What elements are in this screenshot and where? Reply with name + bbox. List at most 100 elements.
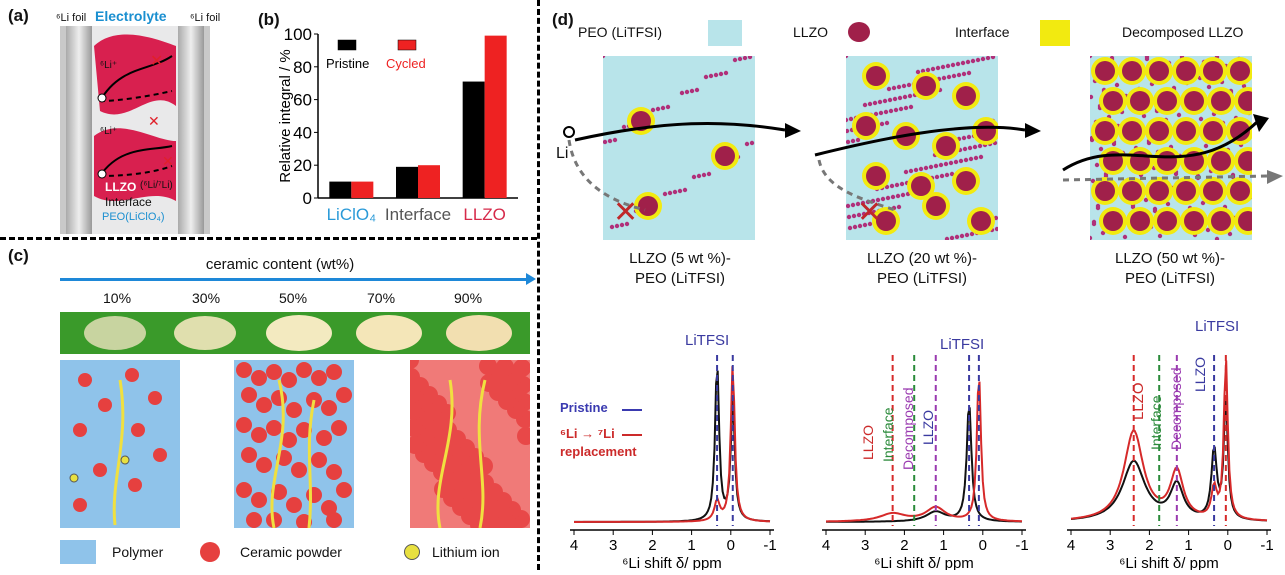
lithium-ion-legend-label: Lithium ion xyxy=(432,544,500,560)
panel-a-label: (a) xyxy=(8,6,29,25)
legend-interface: Interface xyxy=(955,24,1010,40)
peak-interface-label-2: Interface xyxy=(880,407,896,462)
composite-20wt xyxy=(843,53,1000,242)
nmr-spectrum-5wt: 4 3 2 1 0 -1 ⁶Li shift δ/ ppm xyxy=(548,330,788,575)
vertical-divider xyxy=(537,0,540,570)
membrane-photo-strip xyxy=(60,312,530,354)
peak-decomposed-label-3: Decomposed xyxy=(1168,367,1184,451)
legend-pristine-label: Pristine xyxy=(560,400,608,415)
legend-llzo: LLZO xyxy=(793,24,829,40)
electrolyte-label: Electrolyte xyxy=(95,8,167,24)
caption-50wt-line1: LLZO (50 wt %)- xyxy=(1114,250,1226,267)
caption-50wt-line2: PEO (LiTFSI) xyxy=(1124,270,1215,287)
panel-b-label: (b) xyxy=(258,10,280,29)
legend-interface-swatch xyxy=(1040,20,1070,46)
ion-transport-overlay: ✕ ✕ xyxy=(545,60,1285,255)
panel-d-label: (d) xyxy=(552,10,574,29)
category-label: LLZO xyxy=(463,205,506,224)
legend-peo-swatch xyxy=(708,20,742,46)
schematic-mid-ceramic xyxy=(234,360,354,528)
y-tick-label: 60 xyxy=(293,91,312,110)
llzo-particle xyxy=(94,128,176,201)
legend-replacement-line xyxy=(622,434,642,436)
lititfsi-label-1: LiTFSI xyxy=(685,332,730,349)
legend-decomposed: Decomposed LLZO xyxy=(1122,24,1244,40)
x-tick-label: 4 xyxy=(1067,537,1075,554)
peak-llzo-label-3: LLZO xyxy=(1130,382,1147,420)
peak-interface-label-3: Interface xyxy=(1148,395,1164,450)
bar-pristine-2 xyxy=(462,81,485,198)
x-tick-label: 3 xyxy=(861,537,869,554)
percent-70: 70% xyxy=(367,290,396,306)
percent-10: 10% xyxy=(103,290,132,306)
legend-replacement-label-1: ⁶Li → ⁷Li xyxy=(560,426,615,441)
block-x-icon: ✕ xyxy=(857,196,882,229)
lithium-ion-legend-icon xyxy=(404,544,420,560)
transport-arrow xyxy=(574,121,786,142)
spectrum-line xyxy=(826,407,1022,523)
x-tick-label: -1 xyxy=(763,537,776,554)
x-axis-title: ⁶Li shift δ/ ppm xyxy=(622,555,722,570)
peak-llzo-blue-label-2: LLZO xyxy=(920,409,936,445)
y-tick-label: 20 xyxy=(293,156,312,175)
bar-cycled-2 xyxy=(484,35,507,198)
percent-30: 30% xyxy=(192,290,221,306)
x-axis-title: ⁶Li shift δ/ ppm xyxy=(1119,555,1219,570)
caption-5wt-line1: LLZO (5 wt %)- xyxy=(629,250,731,267)
lititfsi-label-3: LiTFSI xyxy=(1195,318,1240,335)
category-label: LiClO₄ xyxy=(327,205,377,224)
x-tick-label: 3 xyxy=(1106,537,1114,554)
panel-a-figure: ✕ ✕ ✕ xyxy=(60,26,210,239)
membrane-disc-30 xyxy=(174,316,236,350)
relative-integral-bar-chart: 0 20 40 60 80 100 Relative integral / % LiClO₄ I… xyxy=(277,25,518,224)
block-x-icon: ✕ xyxy=(613,196,638,229)
x-tick-label: 1 xyxy=(939,537,947,554)
right-foil-label: ⁶Li foil xyxy=(190,12,221,24)
y-tick-label: 100 xyxy=(284,28,312,44)
legend-llzo-swatch xyxy=(848,22,870,42)
legend-label: Pristine xyxy=(326,56,369,71)
left-li-foil xyxy=(66,26,92,234)
legend-pristine-line xyxy=(622,409,642,411)
lititfsi-label-2: LiTFSI xyxy=(940,336,985,353)
peak-decomposed-label-2: Decomposed xyxy=(900,387,916,471)
y-tick-label: 40 xyxy=(293,123,312,142)
x-tick-label: 0 xyxy=(979,537,987,554)
block-x-icon: ✕ xyxy=(162,153,174,169)
membrane-disc-90 xyxy=(446,315,512,351)
x-tick-label: 3 xyxy=(609,537,617,554)
legend-swatch xyxy=(337,39,357,51)
li-ion-label-2: ⁶Li⁺ xyxy=(100,126,118,137)
cell-schematic: ✕ ✕ ✕ xyxy=(60,26,210,234)
x-tick-label: 4 xyxy=(570,537,578,554)
horizontal-divider xyxy=(0,237,537,240)
x-tick-label: 0 xyxy=(1224,537,1232,554)
percent-50: 50% xyxy=(279,290,308,306)
block-x-icon: ✕ xyxy=(150,53,163,70)
llzo-label: LLZO xyxy=(105,180,137,194)
spectrum-line xyxy=(1070,397,1268,522)
polymer-legend-label: Polymer xyxy=(112,544,164,560)
category-label: Interface xyxy=(385,205,451,224)
x-tick-label: 1 xyxy=(1184,537,1192,554)
caption-5wt-line2: PEO (LiTFSI) xyxy=(634,270,725,287)
y-tick-label: 80 xyxy=(293,58,312,77)
ceramic-content-arrow xyxy=(60,278,530,281)
bar-cycled-0 xyxy=(351,181,374,198)
x-tick-label: 1 xyxy=(687,537,695,554)
x-tick-label: 2 xyxy=(900,537,908,554)
polymer-legend-swatch xyxy=(60,540,96,564)
legend-label: Cycled xyxy=(386,56,426,71)
interface-label: Interface xyxy=(105,195,152,209)
ceramic-powder-legend-label: Ceramic powder xyxy=(240,544,342,560)
bar-cycled-1 xyxy=(418,165,440,198)
arrow-head-icon xyxy=(526,273,536,285)
x-axis-title: ⁶Li shift δ/ ppm xyxy=(874,555,974,570)
li-ion-icon xyxy=(563,126,575,138)
composite-5wt xyxy=(600,53,755,240)
bar-pristine-0 xyxy=(329,181,352,198)
membrane-disc-10 xyxy=(84,316,146,350)
legend-replacement-label-2: replacement xyxy=(560,444,637,459)
y-axis-title: Relative integral / % xyxy=(277,49,294,182)
left-foil-label: ⁶Li foil xyxy=(56,12,87,24)
